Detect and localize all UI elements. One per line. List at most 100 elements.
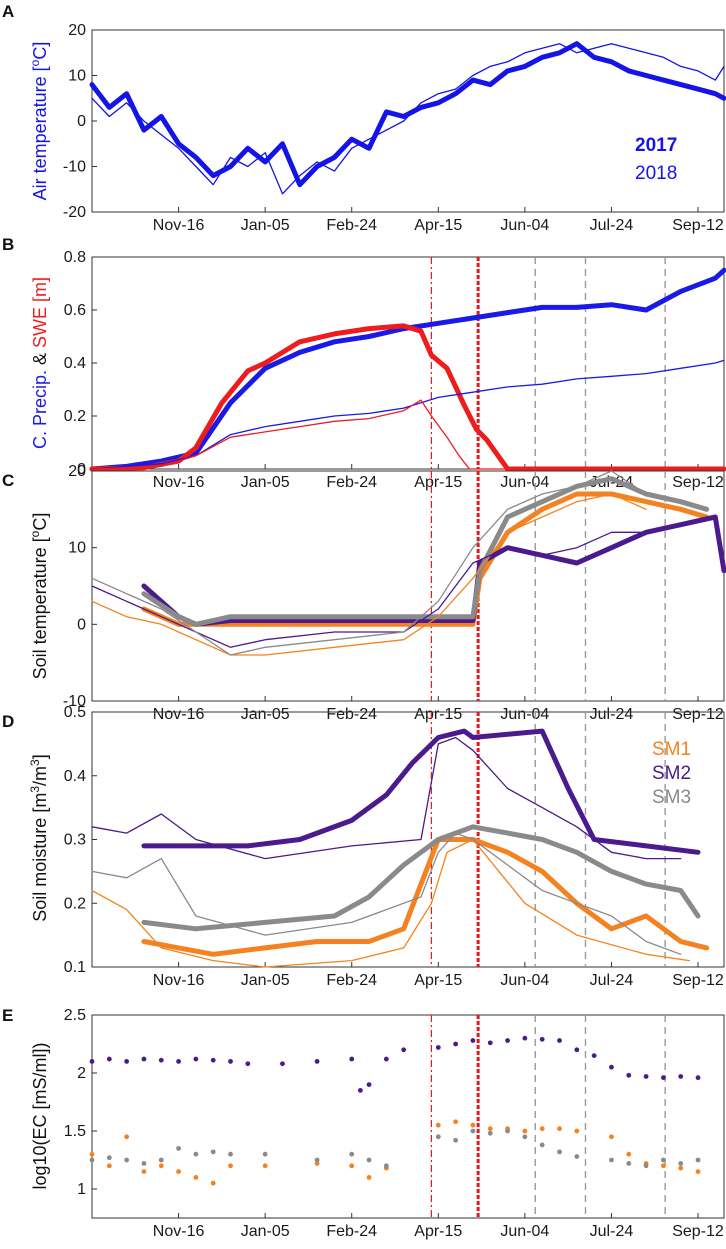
panel-e-xtick-label: Jun-04: [500, 1223, 549, 1240]
legend-sm3: SM3: [652, 787, 691, 808]
panel-a-xtick-label: Feb-24: [326, 217, 377, 234]
panel-e-point-sm2: [539, 1036, 545, 1042]
panel-e-point-sm3: [470, 1128, 476, 1134]
panel-e-point-sm3: [176, 1146, 181, 1151]
panel-e-xtick-label: Jan-05: [241, 1223, 290, 1240]
panel-e-point-sm3: [678, 1161, 684, 1166]
panel-d-xtick-label: Jul-24: [590, 972, 634, 989]
panel-e-point-sm3: [193, 1151, 199, 1157]
panel-e-point-sm3: [695, 1157, 701, 1163]
panel-e-point-sm1: [176, 1169, 181, 1174]
panel-e-point-sm2: [401, 1047, 407, 1053]
panel-e-point-sm1: [349, 1163, 355, 1169]
panel-a-frame: [91, 29, 725, 213]
panel-e-point-sm3: [124, 1157, 130, 1163]
panel-e-point-sm1: [314, 1161, 320, 1166]
panel-e-plot: Nov-16 Jan-05 Feb-24 Apr-15 Jun-04 Jul-24 Sep-…: [64, 1007, 724, 1240]
panel-e-point-sm2: [660, 1075, 666, 1081]
panel-d-xtick-label: Feb-24: [326, 972, 377, 989]
panel-e-label: E: [2, 1006, 13, 1025]
panel-e-point-sm1: [678, 1165, 684, 1171]
panel-e-point-sm3: [660, 1157, 666, 1163]
panel-e-point-sm1: [228, 1163, 233, 1169]
panel-a-xtick-label: Apr-15: [414, 217, 462, 234]
panel-e-point-sm3: [141, 1161, 147, 1166]
panel-e-point-sm3: [314, 1157, 320, 1163]
panel-c-xtick-label: Jan-05: [241, 706, 290, 723]
panel-d-series-sm3-2018: [91, 832, 682, 955]
panel-c-series-sm2: [141, 514, 726, 627]
panel-a-ytick-label: 0: [77, 113, 86, 130]
panel-d-series-sm2-2018: [91, 736, 682, 860]
panel-e-point-sm2: [228, 1059, 233, 1064]
panel-d-ytick-label: 0.4: [64, 768, 86, 785]
panel-e-xtick-label: Jul-24: [590, 1223, 634, 1240]
panel-c-frame: [91, 470, 725, 702]
panel-e-point-sm1: [435, 1122, 441, 1128]
panel-e-point-sm2: [158, 1057, 164, 1063]
panel-b-frame: [91, 256, 725, 470]
panel-e-point-sm2: [193, 1056, 199, 1062]
panel-a-ytick-label: -20: [63, 204, 86, 221]
panel-e-point-sm2: [557, 1038, 562, 1043]
panel-b-series-c-precip-2017: [89, 267, 726, 472]
panel-d-plot: Nov-16 Jan-05 Feb-24 Apr-15 Jun-04 Jul-24 Sep-…: [64, 704, 724, 989]
panel-e-point-sm2: [141, 1056, 147, 1062]
panel-d-ytick-label: 0.2: [64, 895, 86, 912]
panel-b-ylabel: C. Precip. & SWE [m]: [30, 277, 50, 449]
panel-d-xtick-label: Sep-12: [672, 972, 724, 989]
panel-e-point-sm2: [89, 1059, 95, 1064]
panel-e-point-sm2: [626, 1072, 632, 1078]
panel-e-point-sm3: [383, 1163, 389, 1169]
panel-c-series-sm3-2018: [91, 470, 647, 656]
panel-e-point-sm2: [280, 1061, 285, 1067]
panel-e-point-sm1: [539, 1126, 545, 1132]
panel-e-point-sm1: [557, 1126, 562, 1132]
panel-a-plot: Nov-16 Jan-05 Feb-24 Apr-15 Jun-04 Jul-24 Sep-…: [63, 22, 726, 234]
panel-e-point-sm3: [366, 1157, 372, 1163]
panel-a-label: A: [2, 2, 14, 21]
panel-e-point-sm2: [124, 1059, 130, 1064]
panel-e-point-sm3: [574, 1154, 580, 1159]
panel-e-point-sm2: [678, 1074, 684, 1079]
panel-e-point-sm3: [349, 1151, 355, 1157]
panel-c-xtick-label: Nov-16: [153, 706, 205, 723]
panel-d-xtick-label: Jun-04: [500, 972, 549, 989]
panel-a-ytick-label: 20: [68, 22, 86, 39]
panel-a-xtick-label: Jan-05: [241, 217, 290, 234]
panel-e-point-sm2: [245, 1061, 251, 1067]
panel-e-point-sm1: [141, 1169, 147, 1174]
panel-c-xtick-label: Jul-24: [590, 706, 634, 723]
panel-c-xtick-label: Jun-04: [500, 706, 549, 723]
panel-e-ytick-label: 2: [77, 1065, 86, 1082]
panel-e-point-sm3: [505, 1128, 510, 1134]
panel-e-point-sm2: [349, 1056, 355, 1062]
panel-e-ytick-label: 1: [77, 1181, 86, 1198]
panel-e-point-sm1: [158, 1163, 164, 1169]
panel-e-point-sm2: [522, 1035, 528, 1041]
panel-e-point-sm3: [522, 1134, 528, 1140]
panel-e-xtick-label: Nov-16: [153, 1223, 205, 1240]
legend-2018: 2018: [635, 163, 677, 184]
panel-e-point-sm1: [366, 1175, 372, 1180]
panel-a-xtick-label: Jun-04: [500, 217, 549, 234]
panel-e-point-sm3: [626, 1161, 632, 1166]
panel-e-point-sm2: [435, 1045, 441, 1050]
panel-e-point-sm1: [453, 1119, 459, 1125]
panel-e-point-sm3: [262, 1151, 268, 1157]
panel-b-xtick-label: Feb-24: [326, 474, 377, 491]
panel-c-xtick-label: Feb-24: [326, 706, 377, 723]
panel-e-ylabel: log10(EC [mS/ml]): [30, 1042, 50, 1189]
panel-e-point-sm2: [383, 1056, 389, 1062]
panel-e-point-sm3: [158, 1157, 164, 1163]
panel-a-ytick-label: -10: [63, 159, 86, 176]
panel-e-point-sm2: [505, 1038, 510, 1043]
panel-e-point-sm2: [487, 1040, 493, 1046]
panel-e-point-sm2: [453, 1041, 459, 1047]
panel-e-point-sm1: [660, 1163, 666, 1169]
panel-e-point-sm3: [210, 1149, 216, 1155]
panel-e-point-sm1: [124, 1134, 130, 1140]
panel-c-series-sm1: [141, 491, 710, 627]
panel-e-point-sm1: [262, 1163, 268, 1169]
panel-e-point-sm2: [591, 1053, 597, 1058]
